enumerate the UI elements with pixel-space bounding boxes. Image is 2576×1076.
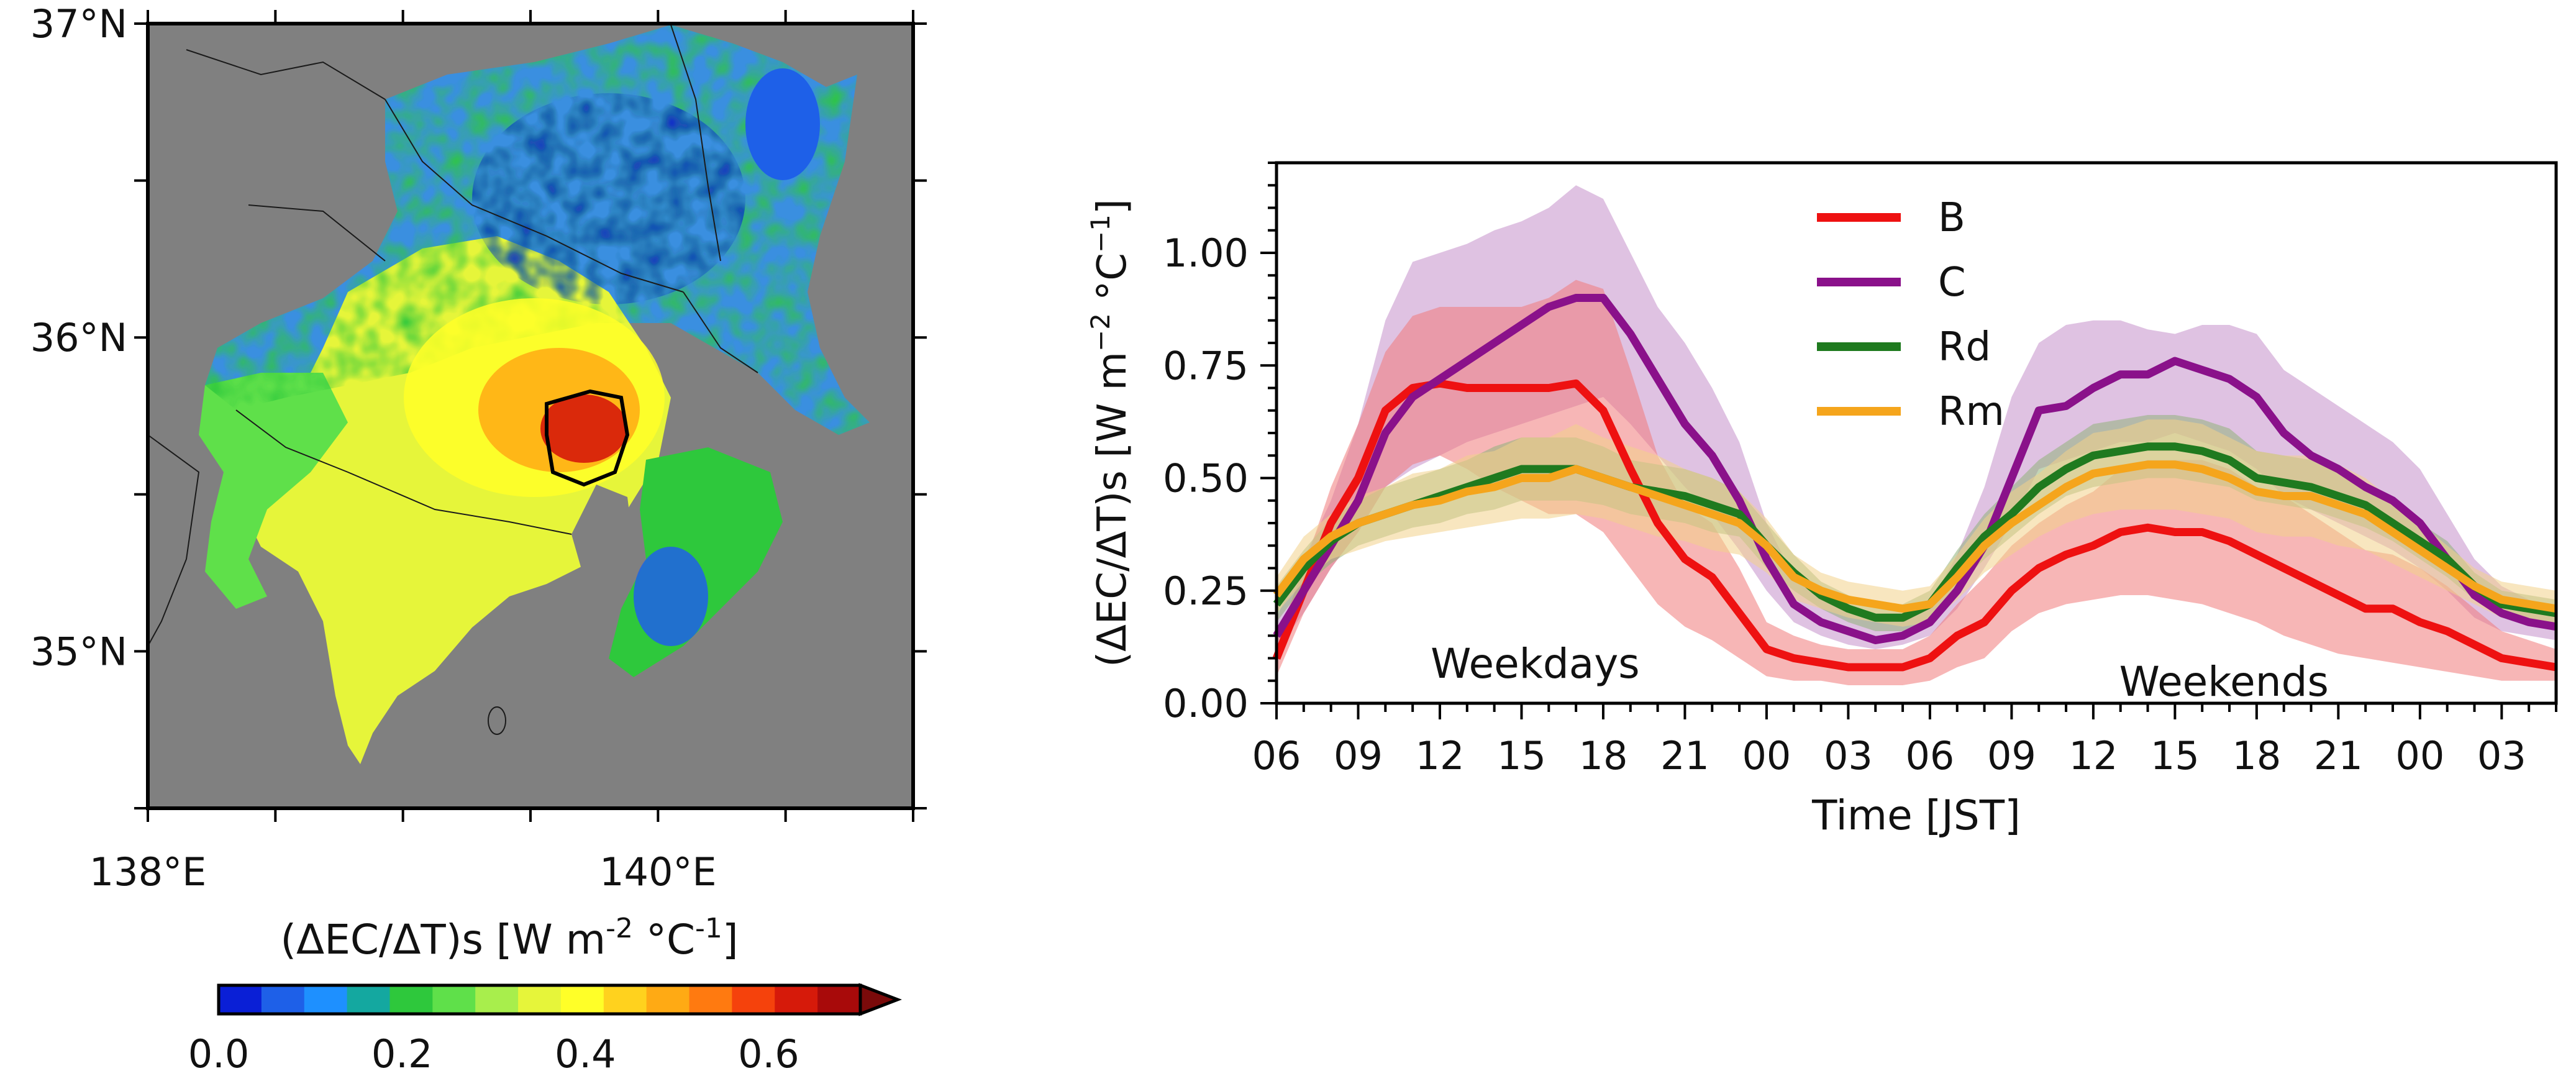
- y-axis-label: (ΔEC/ΔT)s [W m−2 °C−1]: [1085, 199, 1136, 667]
- y-tick-label: 0.50: [1163, 456, 1249, 501]
- island: [488, 706, 506, 735]
- x-tick-label: 06: [1905, 733, 1954, 778]
- x-tick-label: 03: [2477, 733, 2526, 778]
- colorbar-tick-label: 0.4: [555, 1031, 616, 1076]
- line-rd: [1273, 442, 2557, 622]
- legend-label-b: B: [1938, 195, 1965, 241]
- colorbar-swatch: [261, 985, 305, 1014]
- hotspot-blue-southeast: [634, 547, 708, 646]
- colorbar-swatch: [219, 985, 262, 1014]
- line-b: [1272, 379, 2557, 672]
- land-region-west: [199, 373, 348, 609]
- colorbar-swatch: [775, 985, 818, 1014]
- colorbar-swatch: [432, 985, 476, 1014]
- line-chart-panel: 06 09 12 15 18 21 00 03 06 09 12 15 18 21 00 03 0.00 0.25…: [1085, 161, 2558, 839]
- tokyo-bay: [571, 485, 634, 646]
- map-panel: 138°E 140°E 37°N 36°N 35°N 0.0 0.2 0.4 0.6 (ΔEC…: [30, 1, 927, 1076]
- plot-tick-labels: 06 09 12 15 18 21 00 03 06 09 12 15 18 21 00 03 0.00 0.25…: [1163, 230, 2526, 778]
- colorbar-swatch: [560, 985, 604, 1014]
- band-rm: [1277, 419, 2556, 627]
- map-y-tick-label: 36°N: [30, 315, 127, 360]
- line-c: [1273, 294, 2557, 644]
- colorbar-swatch: [389, 985, 433, 1014]
- hotspot-blue-east: [745, 68, 820, 180]
- legend: BC Rd Rm: [1817, 195, 2005, 435]
- colorbar-swatch: [518, 985, 562, 1014]
- x-tick-label: 03: [1824, 733, 1873, 778]
- band-b: [1277, 280, 2556, 685]
- legend-label-rd: Rd: [1938, 324, 1991, 370]
- map-y-tick-label: 37°N: [30, 1, 127, 47]
- map-x-tick-label: 140°E: [599, 849, 717, 895]
- x-tick-label: 18: [1579, 733, 1628, 778]
- hotspot-red: [540, 394, 627, 463]
- colorbar-swatch: [475, 985, 519, 1014]
- plot-ticks: [1260, 162, 2557, 719]
- x-tick-label: 06: [1252, 733, 1301, 778]
- x-tick-label: 09: [1334, 733, 1383, 778]
- colorbar: [217, 983, 902, 1016]
- prefecture-boundaries: [148, 24, 758, 647]
- x-axis-label: Time [JST]: [1811, 791, 2021, 839]
- annotations: Weekdays Weekends: [1431, 640, 2329, 706]
- colorbar-extend-arrow: [858, 983, 902, 1016]
- colorbar-tick-label: 0.0: [188, 1031, 250, 1076]
- y-tick-label: 1.00: [1163, 230, 1249, 276]
- map-y-tick-label: 35°N: [30, 629, 127, 674]
- x-tick-label: 15: [2150, 733, 2200, 778]
- map-tick-labels: 138°E 140°E 37°N 36°N 35°N: [30, 1, 717, 895]
- annotation-weekdays: Weekdays: [1431, 640, 1640, 688]
- annotation-weekends: Weekends: [2119, 658, 2329, 706]
- y-tick-label: 0.00: [1163, 681, 1249, 726]
- map-ticks: [134, 10, 927, 822]
- legend-label-rm: Rm: [1938, 389, 2005, 435]
- x-tick-label: 21: [1660, 733, 1709, 778]
- colorbar-tick-labels: 0.0 0.2 0.4 0.6: [188, 1031, 799, 1076]
- map-x-tick-label: 138°E: [89, 849, 207, 895]
- colorbar-tick-label: 0.6: [738, 1031, 799, 1076]
- x-tick-label: 18: [2232, 733, 2281, 778]
- colorbar-swatch: [689, 985, 732, 1014]
- series-lines: [1272, 294, 2557, 672]
- colorbar-label: (ΔEC/ΔT)s [W m-2 °C-1]: [280, 913, 738, 964]
- y-tick-label: 0.25: [1163, 568, 1249, 614]
- x-tick-label: 12: [1416, 733, 1465, 778]
- colorbar-swatch: [817, 985, 861, 1014]
- legend-label-c: C: [1938, 260, 1966, 306]
- x-tick-label: 21: [2314, 733, 2363, 778]
- x-tick-label: 00: [1742, 733, 1791, 778]
- colorbar-swatch: [646, 985, 690, 1014]
- tokyo-ward-outline: [545, 389, 630, 487]
- x-tick-label: 09: [1987, 733, 2036, 778]
- choropleth: [148, 24, 870, 764]
- x-tick-label: 12: [2069, 733, 2118, 778]
- y-tick-label: 0.75: [1163, 343, 1249, 388]
- x-tick-label: 00: [2395, 733, 2444, 778]
- colorbar-swatch: [304, 985, 348, 1014]
- colorbar-swatch: [732, 985, 775, 1014]
- colorbar-swatch: [347, 985, 390, 1014]
- colorbar-swatch: [603, 985, 647, 1014]
- x-tick-label: 15: [1497, 733, 1546, 778]
- colorbar-tick-label: 0.2: [371, 1031, 433, 1076]
- line-rm: [1273, 460, 2557, 613]
